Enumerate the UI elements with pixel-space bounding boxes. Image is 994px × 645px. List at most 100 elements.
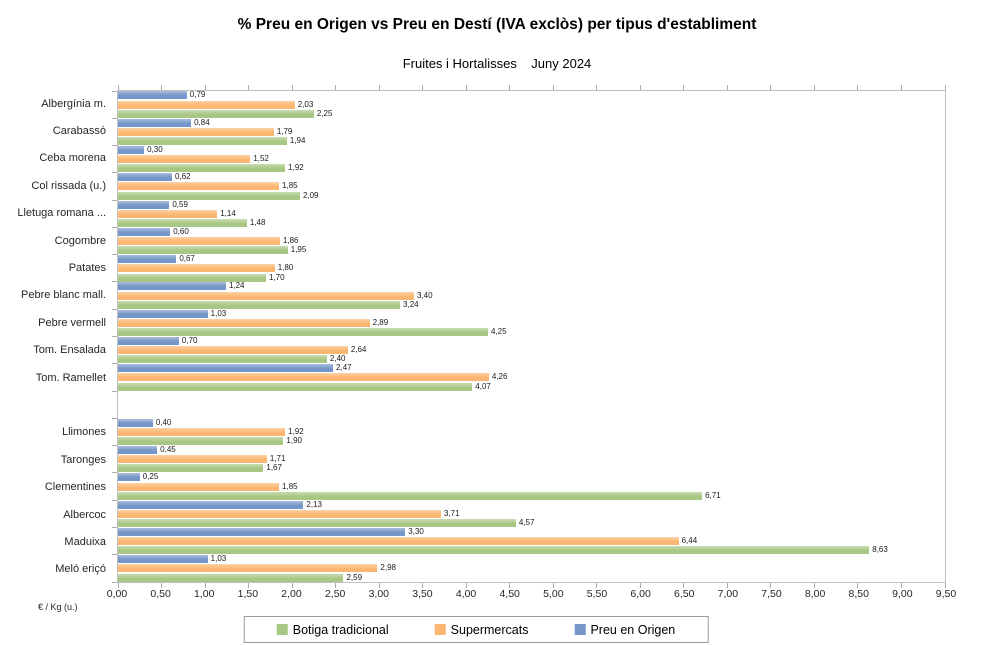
axis-tick [112, 554, 117, 556]
legend-item-origen: Preu en Origen [574, 623, 675, 637]
value-label: 4,57 [518, 518, 535, 528]
bar-line: 0,67 [118, 255, 945, 264]
bar-botiga [118, 328, 488, 337]
bar-group-row: 1,03 2,98 2,59 [118, 555, 945, 582]
bar-line: 2,59 [118, 572, 945, 582]
axis-tick [112, 390, 117, 392]
bar-line: 0,45 [118, 446, 945, 455]
bar-line: 1,86 [118, 237, 945, 246]
legend-label: Botiga tradicional [292, 622, 389, 637]
value-label: 1,92 [288, 427, 304, 437]
axis-tick [112, 199, 117, 201]
bar-botiga [118, 573, 344, 582]
x-tick-label: 1,50 [237, 588, 259, 600]
axis-tick [683, 583, 685, 588]
bar-line: 0,62 [118, 173, 945, 182]
bar-botiga [118, 546, 870, 555]
chart-subtitle: Fruites i Hortalisses Juny 2024 [402, 56, 592, 71]
bar-supermercats [118, 127, 274, 136]
axis-tick [944, 85, 946, 90]
category-label: Carabassó [52, 125, 106, 138]
bar-botiga [118, 519, 516, 528]
value-label: 2,47 [336, 363, 352, 373]
bar-origen [118, 555, 208, 564]
value-label: 2,25 [316, 108, 333, 118]
value-label: 3,30 [408, 526, 424, 536]
axis-tick [552, 583, 554, 588]
x-tick-label: 7,00 [717, 588, 739, 600]
axis-tick [857, 583, 859, 588]
value-label: 4,25 [490, 327, 507, 337]
axis-tick [117, 583, 119, 588]
category-label: Col rissada (u.) [31, 179, 106, 192]
bar-botiga [118, 273, 266, 282]
bar-origen [118, 527, 406, 536]
legend-swatch-icon [434, 624, 446, 635]
value-label: 1,92 [288, 163, 304, 173]
chart-title: % Preu en Origen vs Preu en Destí (IVA e… [237, 16, 757, 33]
category-label: Tom. Ensalada [33, 344, 106, 357]
value-label: 1,03 [210, 554, 227, 564]
bar-group-row: 2,47 4,26 4,07 [118, 364, 945, 391]
bar-botiga [118, 137, 287, 146]
bar-origen [118, 91, 187, 100]
bar-origen [118, 309, 208, 318]
axis-tick [770, 85, 772, 90]
bar-group-row: 0,30 1,52 1,92 [118, 146, 945, 173]
value-label: 3,71 [443, 508, 460, 518]
axis-tick [335, 583, 337, 588]
bar-supermercats [118, 428, 286, 437]
category-label: Lletuga romana ... [17, 207, 106, 220]
axis-tick [112, 499, 117, 501]
value-label: 1,67 [266, 463, 282, 473]
bar-supermercats [118, 564, 378, 573]
value-label: 1,80 [277, 263, 294, 273]
x-tick-label: 8,00 [804, 588, 826, 600]
value-label: 4,26 [491, 372, 508, 382]
bar-group-row: 1,24 3,40 3,24 [118, 282, 945, 309]
bar-line: 6,71 [118, 491, 945, 500]
bar-line: 3,30 [118, 526, 945, 536]
x-tick-label: 5,50 [586, 588, 608, 600]
bar-line: 2,89 [118, 318, 945, 327]
bar-line: 2,03 [118, 100, 945, 109]
bar-line: 0,70 [118, 336, 945, 345]
bar-line: 1,52 [118, 155, 945, 164]
x-tick-label: 5,00 [543, 588, 564, 600]
axis-tick [112, 226, 117, 228]
bar-line: 1,95 [118, 246, 945, 255]
value-label: 2,59 [346, 572, 363, 582]
bar-group-row: 0,62 1,85 2,09 [118, 173, 945, 200]
bar-botiga [118, 164, 286, 173]
bar-origen [118, 200, 170, 209]
bar-supermercats [118, 455, 267, 464]
bar-line: 2,47 [118, 363, 945, 373]
bar-supermercats [118, 237, 280, 246]
bar-line: 0,30 [118, 146, 945, 155]
x-tick-label: 3,00 [368, 588, 389, 600]
bar-group-row: 0,45 1,71 1,67 [118, 446, 945, 473]
bar-group-row: 0,70 2,64 2,40 [118, 336, 945, 364]
bar-line: 4,07 [118, 382, 945, 391]
bar-origen [118, 282, 226, 291]
x-tick-label: 4,50 [499, 588, 520, 600]
bar-line: 3,71 [118, 508, 945, 518]
value-label: 2,64 [350, 345, 367, 355]
value-label: 2,09 [302, 190, 319, 200]
x-tick-label: 0,50 [150, 588, 171, 600]
axis-tick [112, 90, 117, 92]
category-label: Llimones [61, 426, 106, 439]
bar-origen [118, 446, 158, 455]
value-label: 1,71 [269, 454, 286, 464]
value-label: 6,44 [681, 536, 698, 546]
x-tick-label: 2,50 [324, 588, 346, 600]
bar-line: 0,60 [118, 227, 945, 236]
axis-tick [552, 85, 554, 90]
bar-group-row: 0,59 1,14 1,48 [118, 200, 945, 227]
value-label: 1,94 [289, 136, 306, 146]
bar-line: 3,24 [118, 300, 945, 309]
bar-botiga [118, 355, 327, 364]
value-label: 0,84 [194, 117, 210, 127]
bar-supermercats [118, 100, 295, 109]
bar-origen [118, 364, 334, 373]
